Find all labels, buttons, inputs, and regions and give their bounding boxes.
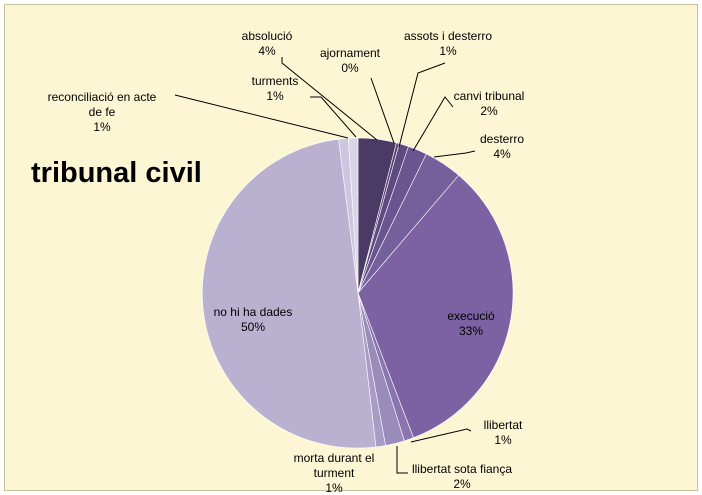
slice-label: reconciliació en acte de fe 1%: [48, 90, 157, 134]
pie-slice-no-hi-ha-dades: [202, 138, 377, 449]
slice-label: llibertat sota fiança 2%: [412, 462, 512, 491]
leader-line: [410, 428, 472, 443]
leader-line: [433, 150, 476, 158]
leader-line: [281, 57, 378, 141]
slice-label: assots i desterro 1%: [404, 29, 492, 58]
leader-line: [370, 77, 395, 144]
chart-area: tribunal civil absolució 4% ajornament 0% as…: [4, 4, 698, 492]
leader-line: [174, 94, 349, 139]
slice-label: morta durant el turment 1%: [294, 451, 375, 492]
pie-slice-execució: [357, 174, 514, 439]
slice-label: canvi tribunal 2%: [454, 89, 525, 118]
leader-line: [396, 446, 408, 474]
chart-title: tribunal civil: [31, 157, 202, 189]
leader-line: [310, 96, 357, 138]
leader-line: [412, 96, 454, 152]
slice-label: desterro 4%: [480, 132, 524, 161]
slice-label: ajornament 0%: [320, 46, 381, 75]
slice-label: no hi ha dades 50%: [214, 305, 293, 334]
slice-label: execució 33%: [447, 309, 495, 338]
slice-label: absolució 4%: [242, 29, 293, 58]
slice-label: llibertat 1%: [484, 418, 523, 447]
pie-chart: tribunal civil absolució 4% ajornament 0% as…: [31, 29, 525, 492]
slice-label: turments 1%: [252, 74, 299, 103]
pie-slice-turments: [347, 137, 359, 294]
leader-line: [398, 62, 446, 148]
